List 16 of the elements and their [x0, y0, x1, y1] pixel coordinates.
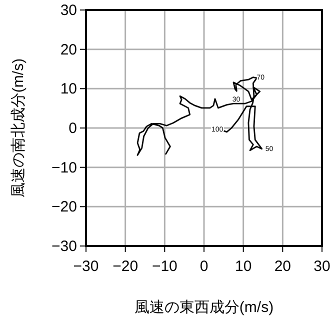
x-tick-label: −30: [73, 258, 99, 275]
y-tick-label: −30: [52, 238, 77, 255]
y-tick-label: 10: [60, 80, 77, 98]
x-tick-label: −20: [112, 258, 138, 275]
x-tick-label: 30: [314, 258, 330, 275]
y-axis-title: 風速の南北成分(m/s): [10, 58, 27, 198]
y-tick-label: 0: [68, 120, 77, 137]
y-tick-label: −20: [52, 198, 77, 216]
y-tick-label: 20: [60, 41, 77, 58]
x-tick-label: 0: [200, 258, 208, 275]
x-tick-label: 20: [274, 258, 292, 275]
x-tick-label: 10: [234, 258, 252, 275]
x-tick-label: −10: [152, 258, 178, 275]
x-axis-title: 風速の東西成分(m/s): [134, 299, 274, 316]
y-tick-label: 30: [60, 2, 77, 19]
y-tick-label: −10: [52, 159, 77, 176]
